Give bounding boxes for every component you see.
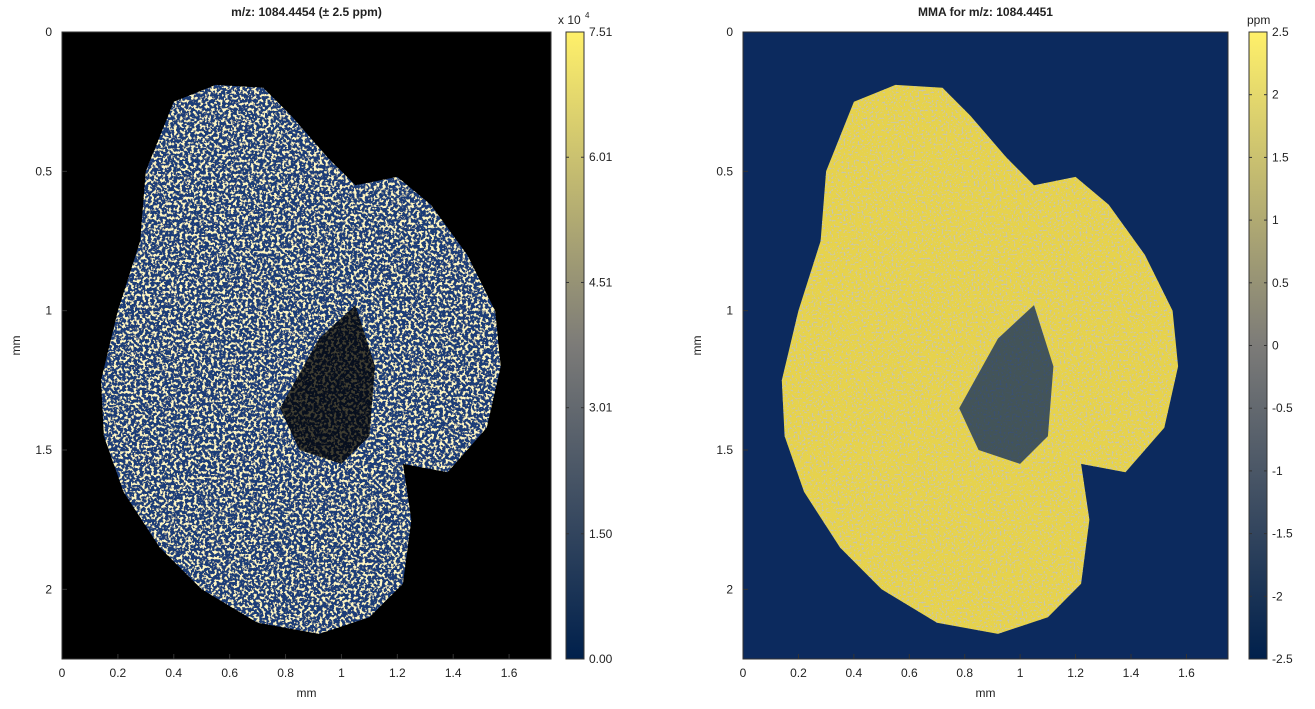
x-tick-label: 1: [1017, 666, 1024, 680]
y-tick-label: 2: [45, 582, 52, 596]
colorbar-tick-label: -1: [1272, 464, 1283, 478]
y-tick-label: 2: [726, 582, 733, 596]
x-tick-label: 1.2: [389, 666, 406, 680]
colorbar-tick-label: -1.5: [1272, 527, 1293, 541]
x-tick-label: 0.6: [901, 666, 918, 680]
heatmap-panel: m/z: 1084.4454 (± 2.5 ppm) 0 0.2 0.4 0.6 0.8 1…: [9, 5, 613, 700]
colorbar-tick-label: 0.00: [589, 652, 613, 666]
chart-title: m/z: 1084.4454 (± 2.5 ppm): [231, 5, 382, 19]
y-tick-label: 0: [45, 25, 52, 39]
y-axis-label: mm: [690, 336, 704, 356]
x-tick-label: 0: [59, 666, 66, 680]
figure: m/z: 1084.4454 (± 2.5 ppm) 0 0.2 0.4 0.6 0.8 1…: [0, 0, 1315, 709]
colorbar-tick-label: 2.5: [1272, 25, 1289, 39]
x-tick-label: 1.6: [1178, 666, 1195, 680]
y-tick-label: 1: [726, 304, 733, 318]
colorbar-multiplier: x 10: [558, 13, 581, 27]
colorbar-tick-label: 2: [1272, 88, 1279, 102]
x-tick-label: 0.4: [846, 666, 863, 680]
x-tick-label: 0.2: [790, 666, 807, 680]
colorbar-tick-label: -2: [1272, 589, 1283, 603]
y-axis-label: mm: [9, 336, 23, 356]
x-tick-label: 1: [338, 666, 345, 680]
colorbar-tick-label: 7.51: [589, 25, 613, 39]
colorbar-tick-label: 0: [1272, 339, 1279, 353]
x-tick-label: 1.6: [501, 666, 518, 680]
x-tick-label: 0.8: [277, 666, 294, 680]
x-tick-label: 0.8: [956, 666, 973, 680]
y-tick-label: 1: [45, 304, 52, 318]
x-tick-label: 1.2: [1067, 666, 1084, 680]
x-tick-label: 0.2: [110, 666, 127, 680]
chart-title: MMA for m/z: 1084.4451: [918, 5, 1053, 19]
colorbar-tick-label: -2.5: [1272, 652, 1293, 666]
x-tick-label: 0.6: [221, 666, 238, 680]
heatmap-panel: MMA for m/z: 1084.4451 0 0.2 0.4 0.6 0.8 1 1.2 1…: [690, 5, 1293, 700]
colorbar-tick-label: 0.5: [1272, 276, 1289, 290]
colorbar-tick-label: -0.5: [1272, 401, 1293, 415]
x-axis-label: mm: [976, 686, 996, 700]
x-tick-label: 0.4: [165, 666, 182, 680]
y-tick-label: 0.5: [716, 164, 733, 178]
y-tick-label: 1.5: [35, 443, 52, 457]
colorbar-tick-label: 1.5: [1272, 150, 1289, 164]
y-tick-label: 1.5: [716, 443, 733, 457]
colorbar-tick-label: 6.01: [589, 150, 613, 164]
y-tick-label: 0: [726, 25, 733, 39]
colorbar-tick-label: 1: [1272, 213, 1279, 227]
x-axis-label: mm: [297, 686, 317, 700]
colorbar-tick-label: 3.01: [589, 401, 613, 415]
colorbar-tick-label: 4.51: [589, 275, 613, 289]
colorbar-tick-label: 1.50: [589, 527, 613, 541]
x-tick-label: 1.4: [445, 666, 462, 680]
y-tick-label: 0.5: [35, 164, 52, 178]
x-tick-label: 1.4: [1123, 666, 1140, 680]
colorbar-exponent: 4: [585, 11, 590, 20]
colorbar-label: ppm: [1247, 13, 1270, 27]
x-tick-label: 0: [740, 666, 747, 680]
colorbar: [566, 32, 584, 659]
